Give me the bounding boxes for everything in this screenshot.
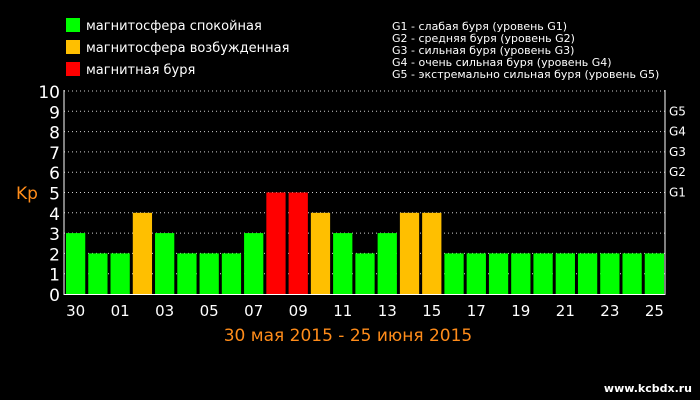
bar: [555, 253, 575, 294]
bar: [444, 253, 464, 294]
g-level-labels: G1 G2 G3 G4 G5: [669, 104, 686, 199]
y-tick-label: 6: [49, 164, 60, 184]
g-level-label: G5: [669, 104, 686, 118]
g-level-label: G2: [669, 165, 686, 179]
bar: [488, 253, 509, 294]
x-tick-label: 17: [467, 302, 486, 320]
x-tick-label: 19: [511, 302, 530, 320]
bars: [66, 192, 664, 294]
g-scale-line-2: G2 - средняя буря (уровень G2): [392, 32, 575, 45]
bar: [577, 253, 598, 294]
x-tick-label: 21: [556, 302, 575, 320]
bar: [310, 212, 331, 294]
g-scale-line-1: G1 - слабая буря (уровень G1): [392, 20, 567, 33]
legend-swatch-active: [66, 40, 80, 54]
legend-label-storm: магнитная буря: [86, 63, 195, 78]
y-tick-label: 1: [49, 266, 60, 286]
watermark: www.kcbdx.ru: [604, 382, 692, 395]
y-tick-label: 0: [49, 286, 60, 306]
bar: [132, 212, 153, 294]
bar: [333, 233, 353, 294]
x-tick-label: 09: [289, 302, 308, 320]
legend-label-active: магнитосфера возбужденная: [86, 41, 289, 56]
g-level-label: G1: [669, 186, 686, 200]
bar: [533, 253, 553, 294]
g-scale-line-4: G4 - очень сильная буря (уровень G4): [392, 56, 612, 69]
x-tick-labels: 30 01 03 05 07 09 11 13 15 17 19 21 23 25: [66, 302, 664, 320]
y-tick-label: 8: [49, 124, 60, 144]
y-tick-label: 3: [49, 225, 60, 245]
x-tick-label: 23: [600, 302, 619, 320]
x-tick-label: 01: [111, 302, 130, 320]
bar: [88, 253, 108, 294]
legend-g-scale: G1 - слабая буря (уровень G1) G2 - средн…: [392, 20, 659, 81]
bar: [644, 253, 664, 294]
grid-lines: [64, 90, 665, 275]
g-scale-line-3: G3 - сильная буря (уровень G3): [392, 44, 574, 57]
bar: [177, 253, 197, 294]
bar: [66, 233, 86, 294]
y-axis-label: Kp: [16, 184, 38, 204]
bar: [110, 253, 130, 294]
y-tick-label: 2: [49, 245, 60, 265]
x-tick-label: 03: [155, 302, 174, 320]
x-tick-label: 11: [333, 302, 352, 320]
y-tick-label: 10: [38, 83, 60, 103]
x-tick-label: 13: [378, 302, 397, 320]
date-range: 30 мая 2015 - 25 июня 2015: [224, 326, 473, 346]
g-scale-line-5: G5 - экстремально сильная буря (уровень …: [392, 68, 659, 81]
bar: [244, 233, 264, 294]
x-tick-label: 30: [66, 302, 85, 320]
y-tick-label: 9: [49, 103, 60, 123]
bar: [399, 212, 420, 294]
legend-swatch-quiet: [66, 18, 80, 32]
g-level-label: G3: [669, 145, 686, 159]
y-tick-label: 5: [49, 185, 60, 205]
bar: [355, 253, 375, 294]
x-tick-label: 15: [422, 302, 441, 320]
bar: [155, 233, 175, 294]
bar: [622, 253, 642, 294]
g-level-label: G4: [669, 125, 686, 139]
bar: [288, 192, 308, 294]
axes: [63, 90, 666, 295]
bar: [377, 233, 397, 294]
y-tick-label: 4: [49, 205, 60, 225]
bar: [266, 192, 286, 294]
bar: [466, 253, 486, 294]
legend-left: магнитосфера спокойная магнитосфера возб…: [66, 18, 289, 78]
bar: [422, 212, 442, 294]
bar: [221, 253, 242, 294]
bar: [199, 253, 219, 294]
y-tick-label: 7: [49, 144, 60, 164]
x-tick-label: 07: [244, 302, 263, 320]
legend-label-quiet: магнитосфера спокойная: [86, 19, 262, 34]
legend-swatch-storm: [66, 62, 80, 76]
x-tick-label: 05: [200, 302, 219, 320]
x-tick-label: 25: [645, 302, 664, 320]
bar: [511, 253, 531, 294]
bar: [600, 253, 620, 294]
